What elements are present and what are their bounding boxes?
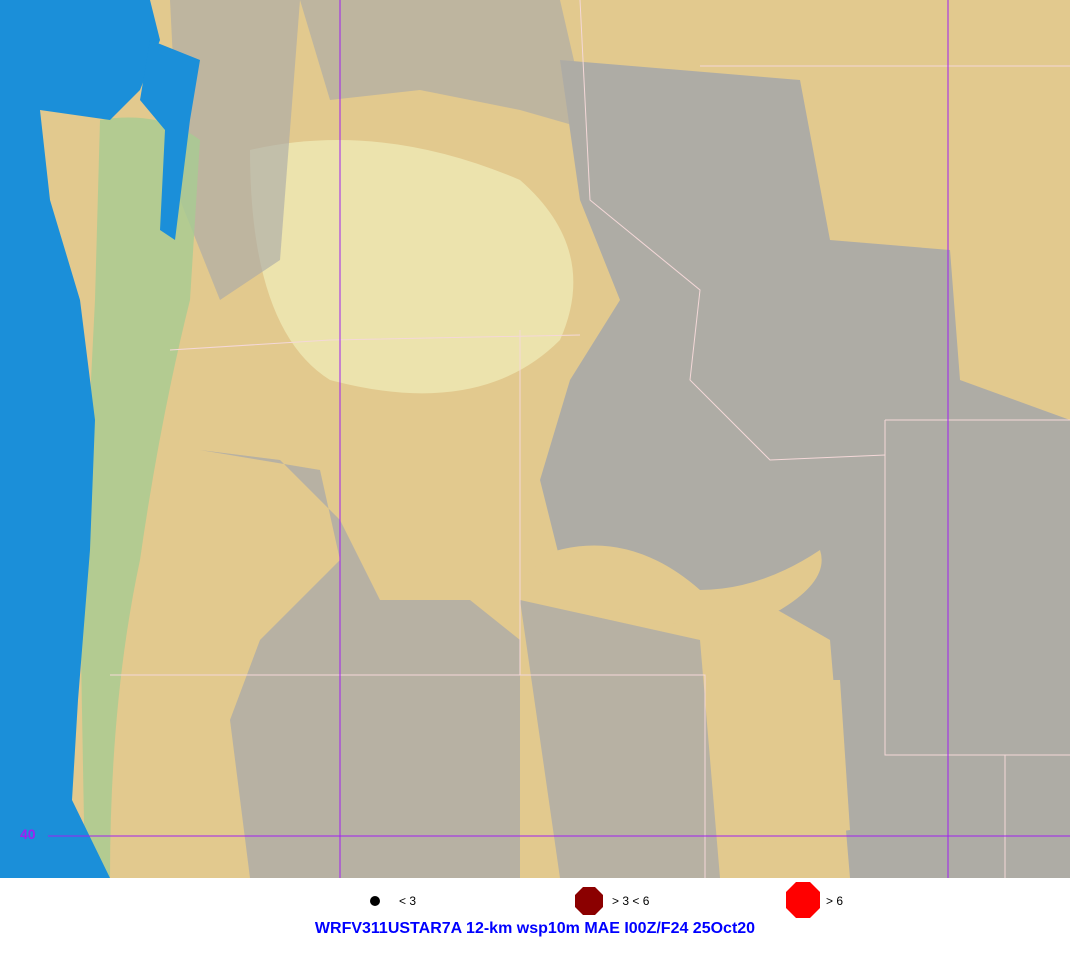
state-borders — [110, 0, 1070, 878]
marker-small-circle — [370, 896, 380, 906]
legend-label-low: < 3 — [399, 894, 417, 908]
marker-octagon-darkred — [575, 887, 603, 915]
latitude-label: 40 — [20, 826, 36, 842]
coastal-lowlands — [80, 117, 200, 878]
salt-lake-basin — [710, 680, 850, 850]
snake-river-plain — [530, 545, 822, 625]
columbia-basin — [250, 140, 574, 394]
legend: < 3 > 3 < 6 > 6 — [0, 878, 1070, 969]
grid-lines — [48, 0, 1070, 878]
marker-octagon-red — [786, 882, 820, 918]
terrain-map — [0, 0, 1070, 878]
legend-label-mid: > 3 < 6 — [612, 894, 650, 908]
pacific-ocean — [0, 0, 160, 878]
mountain-terrain — [170, 0, 1070, 878]
map-title: WRFV311USTAR7A 12-km wsp10m MAE I00Z/F24… — [314, 920, 756, 937]
legend-markers — [370, 882, 820, 918]
puget-sound — [140, 40, 200, 240]
legend-label-high: > 6 — [826, 894, 844, 908]
